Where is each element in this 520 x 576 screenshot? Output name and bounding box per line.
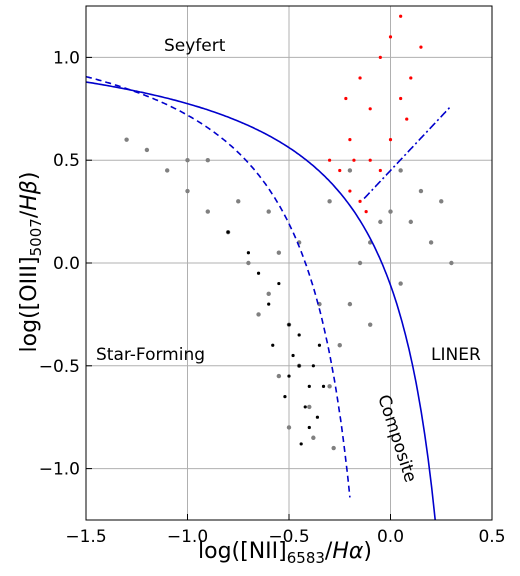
y-tick-label: 0.5 bbox=[53, 151, 80, 171]
scatter-point bbox=[307, 384, 311, 388]
scatter-point bbox=[348, 189, 352, 193]
scatter-point bbox=[409, 76, 413, 80]
scatter-point bbox=[266, 291, 271, 297]
x-axis-label: log([NII]6583/Hα) bbox=[198, 539, 372, 567]
scatter-point bbox=[277, 281, 281, 286]
scatter-point bbox=[271, 343, 275, 347]
scatter-point bbox=[358, 76, 362, 80]
scatter-point bbox=[337, 343, 342, 348]
scatter-point bbox=[328, 158, 332, 162]
scatter-point bbox=[297, 364, 301, 368]
scatter-point bbox=[246, 251, 250, 255]
scatter-point bbox=[283, 395, 287, 399]
scatter-point bbox=[266, 209, 271, 214]
scatter-point bbox=[321, 384, 326, 388]
scatter-point bbox=[327, 199, 332, 204]
scatter-point bbox=[317, 343, 322, 347]
scatter-points bbox=[124, 14, 454, 451]
scatter-point bbox=[344, 96, 348, 101]
x-tick-label: 0.5 bbox=[478, 527, 505, 547]
scatter-point bbox=[287, 374, 291, 378]
y-tick-label: 0.0 bbox=[53, 254, 80, 274]
scatter-point bbox=[398, 281, 403, 286]
scatter-point bbox=[291, 353, 295, 358]
scatter-point bbox=[165, 168, 170, 173]
axis-ticks: −1.5 −1.0 −0.5 0.0 0.5 −1.0 −0.5 0.0 0.5 1.0 bbox=[39, 48, 506, 547]
region-label-liner: LINER bbox=[431, 345, 481, 365]
scatter-point bbox=[419, 45, 423, 49]
y-tick-label: −1.0 bbox=[39, 460, 80, 480]
scatter-point bbox=[347, 301, 353, 307]
scatter-point bbox=[399, 96, 403, 101]
demarcation-curve-dashdot bbox=[363, 105, 453, 200]
scatter-point bbox=[338, 168, 342, 173]
demarcation-lines bbox=[85, 75, 453, 521]
scatter-point bbox=[449, 260, 454, 266]
region-label-star-forming: Star-Forming bbox=[96, 345, 205, 365]
scatter-point bbox=[315, 415, 320, 419]
scatter-point bbox=[418, 188, 424, 194]
scatter-point bbox=[311, 435, 316, 440]
scatter-point bbox=[246, 260, 251, 266]
scatter-point bbox=[124, 137, 129, 142]
scatter-point bbox=[236, 199, 241, 204]
scatter-point bbox=[276, 373, 282, 379]
scatter-point bbox=[185, 158, 190, 163]
region-label-composite: Composite bbox=[373, 392, 420, 484]
scatter-point bbox=[352, 158, 356, 162]
scatter-point bbox=[276, 250, 282, 255]
scatter-point bbox=[368, 322, 373, 327]
scatter-point bbox=[267, 302, 271, 306]
x-tick-label: 0.0 bbox=[377, 527, 404, 547]
scatter-point bbox=[185, 188, 190, 194]
scatter-point bbox=[286, 425, 292, 430]
scatter-point bbox=[358, 199, 362, 203]
scatter-point bbox=[256, 312, 261, 317]
scatter-point bbox=[388, 35, 393, 39]
scatter-point bbox=[297, 333, 301, 337]
scatter-point bbox=[408, 219, 413, 225]
grid bbox=[85, 6, 493, 520]
demarcation-curve-dashed bbox=[85, 75, 351, 498]
scatter-point bbox=[331, 445, 336, 451]
scatter-point bbox=[364, 210, 368, 214]
scatter-point bbox=[388, 209, 393, 214]
scatter-point bbox=[311, 364, 315, 368]
scatter-point bbox=[205, 158, 210, 163]
demarcation-curve-solid bbox=[85, 81, 436, 521]
scatter-point bbox=[399, 14, 403, 18]
scatter-point bbox=[226, 230, 230, 234]
scatter-point bbox=[307, 404, 312, 410]
scatter-point bbox=[299, 442, 303, 446]
scatter-point bbox=[388, 138, 393, 142]
scatter-point bbox=[378, 219, 383, 225]
region-label-seyfert: Seyfert bbox=[164, 36, 226, 56]
scatter-point bbox=[398, 168, 403, 173]
scatter-point bbox=[205, 209, 210, 214]
scatter-point bbox=[428, 240, 434, 245]
scatter-point bbox=[357, 260, 363, 266]
scatter-point bbox=[439, 199, 444, 204]
scatter-point bbox=[405, 117, 409, 121]
x-tick-label: −0.5 bbox=[268, 527, 309, 547]
scatter-point bbox=[378, 55, 382, 60]
x-tick-label: −1.0 bbox=[167, 527, 208, 547]
y-tick-label: 1.0 bbox=[53, 48, 80, 68]
x-tick-label: −1.5 bbox=[65, 527, 106, 547]
scatter-point bbox=[368, 107, 372, 111]
scatter-point bbox=[348, 138, 352, 142]
scatter-point bbox=[287, 323, 291, 327]
scatter-point bbox=[307, 425, 311, 430]
scatter-point bbox=[303, 405, 307, 409]
scatter-point bbox=[368, 158, 372, 162]
y-tick-label: −0.5 bbox=[39, 357, 80, 377]
scatter-point bbox=[327, 384, 332, 389]
scatter-point bbox=[256, 271, 261, 275]
y-axis-label: log([OIII]5007/Hβ) bbox=[17, 172, 45, 353]
scatter-point bbox=[347, 168, 353, 173]
scatter-point bbox=[378, 168, 382, 173]
scatter-point bbox=[144, 147, 150, 153]
